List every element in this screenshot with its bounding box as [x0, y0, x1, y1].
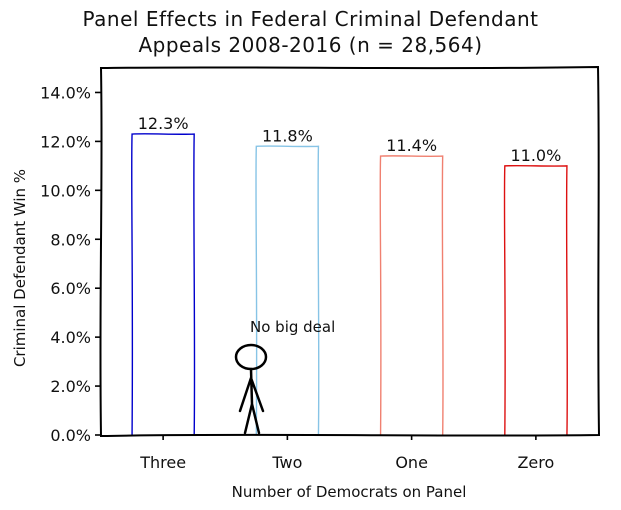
x-tick-label: One: [395, 453, 428, 472]
data-label: 11.8%: [262, 126, 313, 145]
y-tick-label: 4.0%: [50, 328, 91, 347]
bar-three: [132, 134, 195, 435]
annotation-text: No big deal: [250, 318, 335, 336]
x-tick-label: Two: [271, 453, 302, 472]
data-label: 12.3%: [138, 114, 189, 133]
y-tick-label: 14.0%: [40, 83, 91, 102]
y-tick-label: 0.0%: [50, 426, 91, 445]
stick-figure-head: [236, 345, 266, 369]
chart-marks: 12.3% Three 11.8% Two 11.4% One 11.0% Zero 0.0% 2…: [40, 83, 567, 472]
bar-zero: [504, 166, 567, 435]
y-tick-label: 10.0%: [40, 181, 91, 200]
y-axis-label: Criminal Defendant Win %: [11, 169, 29, 367]
stick-figure-annotation: No big deal: [236, 318, 335, 433]
data-label: 11.4%: [386, 136, 437, 155]
bar-one: [380, 156, 443, 435]
y-tick-label: 12.0%: [40, 132, 91, 151]
stick-figure-body: [240, 369, 263, 433]
y-tick-label: 6.0%: [50, 279, 91, 298]
y-tick-label: 2.0%: [50, 377, 91, 396]
y-tick-label: 8.0%: [50, 230, 91, 249]
x-tick-label: Zero: [517, 453, 554, 472]
x-axis-label: Number of Democrats on Panel: [232, 483, 467, 501]
bar-two: [256, 146, 319, 435]
x-tick-label: Three: [139, 453, 186, 472]
data-label: 11.0%: [510, 146, 561, 165]
